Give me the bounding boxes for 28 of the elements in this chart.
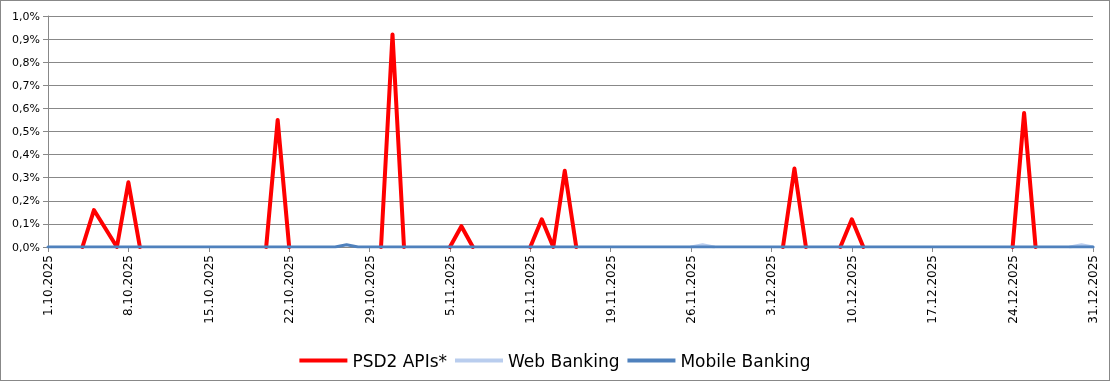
- y-tick-label: 0,5%: [12, 125, 40, 138]
- x-tick-label: 1.10.2025: [41, 255, 55, 317]
- y-tick-label: 0,4%: [12, 148, 40, 162]
- x-tick-label: 15.10.2025: [201, 255, 216, 324]
- x-tick-label: 8.10.2025: [121, 255, 136, 317]
- x-tick-label: 26.11.2025: [684, 255, 699, 324]
- y-tick-label: 0,7%: [12, 78, 40, 92]
- legend-label: PSD2 APIs*: [352, 350, 447, 371]
- x-tick-label: 31.12.2025: [1086, 255, 1100, 324]
- y-tick-label: 0,9%: [12, 32, 40, 46]
- x-tick-label: 19.11.2025: [603, 255, 618, 324]
- x-tick-label: 12.11.2025: [523, 255, 538, 324]
- legend-label: Web Banking: [508, 350, 620, 371]
- y-tick-label: 0,0%: [12, 240, 40, 254]
- legend-label: Mobile Banking: [680, 350, 811, 371]
- x-tick-label: 17.12.2025: [925, 255, 940, 324]
- x-tick-label: 10.12.2025: [844, 255, 859, 324]
- y-tick-label: 0,2%: [12, 194, 40, 208]
- x-tick-label: 22.10.2025: [282, 255, 297, 324]
- y-tick-label: 0,6%: [12, 101, 40, 115]
- y-tick-label: 0,3%: [12, 171, 40, 185]
- y-tick-label: 0,8%: [12, 55, 40, 69]
- x-tick-label: 24.12.2025: [1005, 255, 1020, 324]
- x-tick-label: 3.12.2025: [764, 255, 779, 317]
- y-tick-label: 0,1%: [12, 217, 40, 231]
- x-tick-label: 29.10.2025: [362, 255, 377, 324]
- y-tick-label: 1,0%: [12, 9, 40, 23]
- x-tick-label: 5.11.2025: [442, 255, 457, 317]
